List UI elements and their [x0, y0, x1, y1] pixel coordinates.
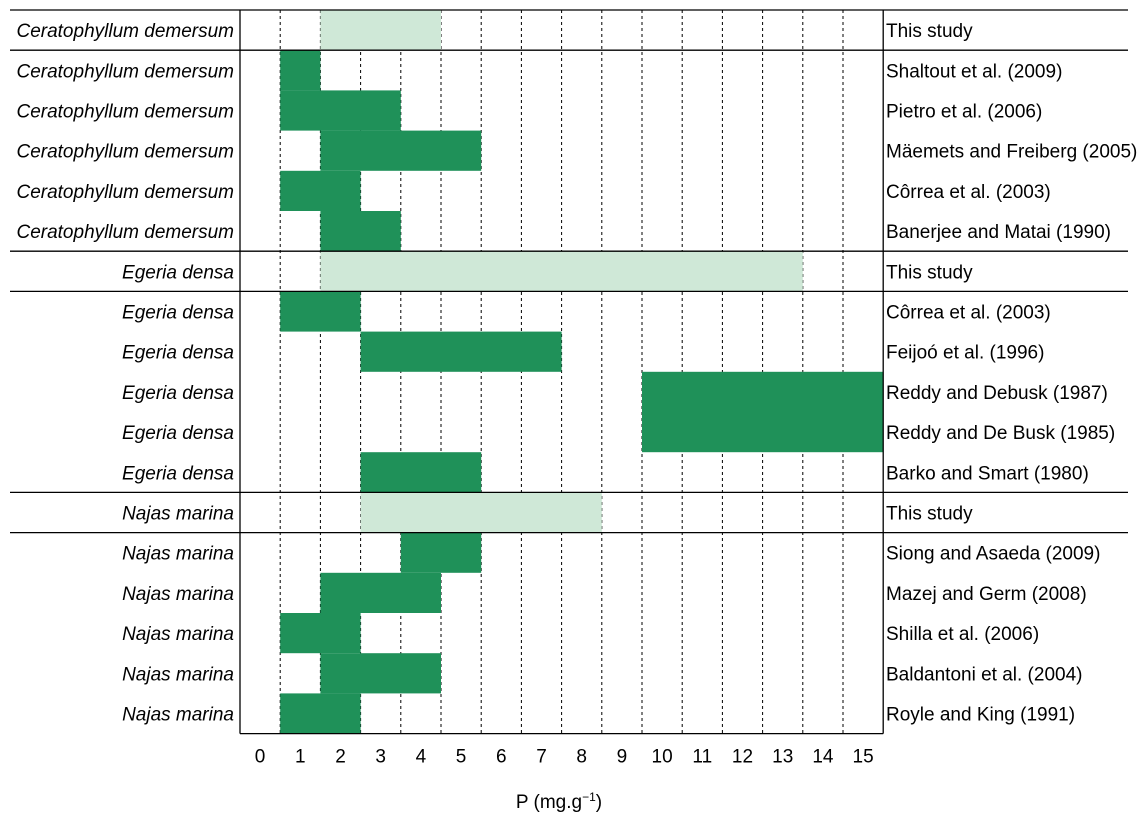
x-tick-label: 6	[496, 747, 507, 768]
literature-range-bar	[320, 211, 401, 252]
x-tick-label: 8	[576, 747, 587, 768]
x-tick-label: 9	[617, 747, 628, 768]
literature-range-bar	[320, 130, 482, 171]
x-tick-label: 12	[732, 747, 753, 768]
literature-range-bar	[360, 331, 562, 372]
source-label: Barko and Smart (1980)	[886, 463, 1089, 484]
literature-range-bar	[280, 50, 321, 91]
frame-layer	[10, 9, 1128, 735]
species-label: Ceratophyllum demersum	[16, 61, 234, 82]
source-label: Banerjee and Matai (1990)	[886, 222, 1111, 243]
x-tick-label: 5	[456, 747, 467, 768]
bars-layer	[280, 10, 884, 734]
x-tick-label: 15	[853, 747, 874, 768]
this-study-label: This study	[886, 21, 973, 42]
literature-range-bar	[360, 452, 482, 493]
literature-range-bar	[280, 170, 361, 211]
species-label: Egeria densa	[122, 303, 234, 324]
literature-range-bar	[280, 693, 361, 734]
species-label: Ceratophyllum demersum	[16, 21, 234, 42]
source-label: Mäemets and Freiberg (2005)	[886, 142, 1137, 163]
source-label: Shilla et al. (2006)	[886, 624, 1039, 645]
x-tick-label: 11	[692, 747, 712, 768]
source-label: Mazej and Germ (2008)	[886, 584, 1087, 605]
species-label: Egeria densa	[122, 383, 234, 404]
species-label: Najas marina	[122, 664, 234, 685]
x-tick-label: 0	[255, 747, 266, 768]
x-tick-label: 13	[772, 747, 793, 768]
literature-range-bar	[280, 90, 401, 131]
literature-range-bar	[642, 412, 884, 453]
source-label: Shaltout et al. (2009)	[886, 61, 1062, 82]
source-label: Pietro et al. (2006)	[886, 102, 1042, 123]
x-tick-labels: 0 1 2 3 4 5 6 7 8 9 10 11 12 13 14 15	[255, 747, 874, 768]
source-label: Reddy and De Busk (1985)	[886, 423, 1115, 444]
labels-layer: Ceratophyllum demersum This study Ceratoph…	[16, 21, 1137, 725]
this-study-label: This study	[886, 262, 973, 283]
species-label: Najas marina	[122, 544, 234, 565]
species-label: Ceratophyllum demersum	[16, 102, 234, 123]
x-tick-label: 14	[812, 747, 834, 768]
this-study-range-bar	[320, 10, 441, 51]
source-label: Siong and Asaeda (2009)	[886, 544, 1100, 565]
x-tick-label: 10	[652, 747, 673, 768]
source-label: Côrrea et al. (2003)	[886, 182, 1051, 203]
literature-range-bar	[280, 291, 361, 332]
source-label: Baldantoni et al. (2004)	[886, 664, 1082, 685]
this-study-range-bar	[320, 251, 803, 292]
species-label: Egeria densa	[122, 343, 234, 364]
x-tick-label: 3	[375, 747, 386, 768]
species-label: Najas marina	[122, 705, 234, 726]
literature-range-bar	[320, 653, 441, 694]
x-tick-label: 4	[416, 747, 427, 768]
species-label: Najas marina	[122, 584, 234, 605]
species-label: Najas marina	[122, 624, 234, 645]
literature-range-bar	[320, 572, 441, 613]
this-study-label: This study	[886, 504, 973, 525]
species-label: Egeria densa	[122, 423, 234, 444]
x-tick-label: 2	[335, 747, 346, 768]
source-label: Côrrea et al. (2003)	[886, 303, 1051, 324]
this-study-range-bar	[360, 492, 602, 533]
species-label: Najas marina	[122, 504, 234, 525]
species-label: Egeria densa	[122, 463, 234, 484]
species-label: Ceratophyllum demersum	[16, 142, 234, 163]
source-label: Royle and King (1991)	[886, 705, 1075, 726]
species-label: Ceratophyllum demersum	[16, 182, 234, 203]
x-axis-title: P (mg.g−1)	[516, 790, 602, 813]
species-label: Ceratophyllum demersum	[16, 222, 234, 243]
x-tick-label: 7	[536, 747, 547, 768]
literature-range-bar	[642, 371, 884, 412]
source-label: Reddy and Debusk (1987)	[886, 383, 1108, 404]
x-tick-label: 1	[295, 747, 306, 768]
species-label: Egeria densa	[122, 262, 234, 283]
literature-range-bar	[400, 532, 482, 573]
source-label: Feijoó et al. (1996)	[886, 343, 1044, 364]
literature-range-bar	[280, 613, 361, 654]
